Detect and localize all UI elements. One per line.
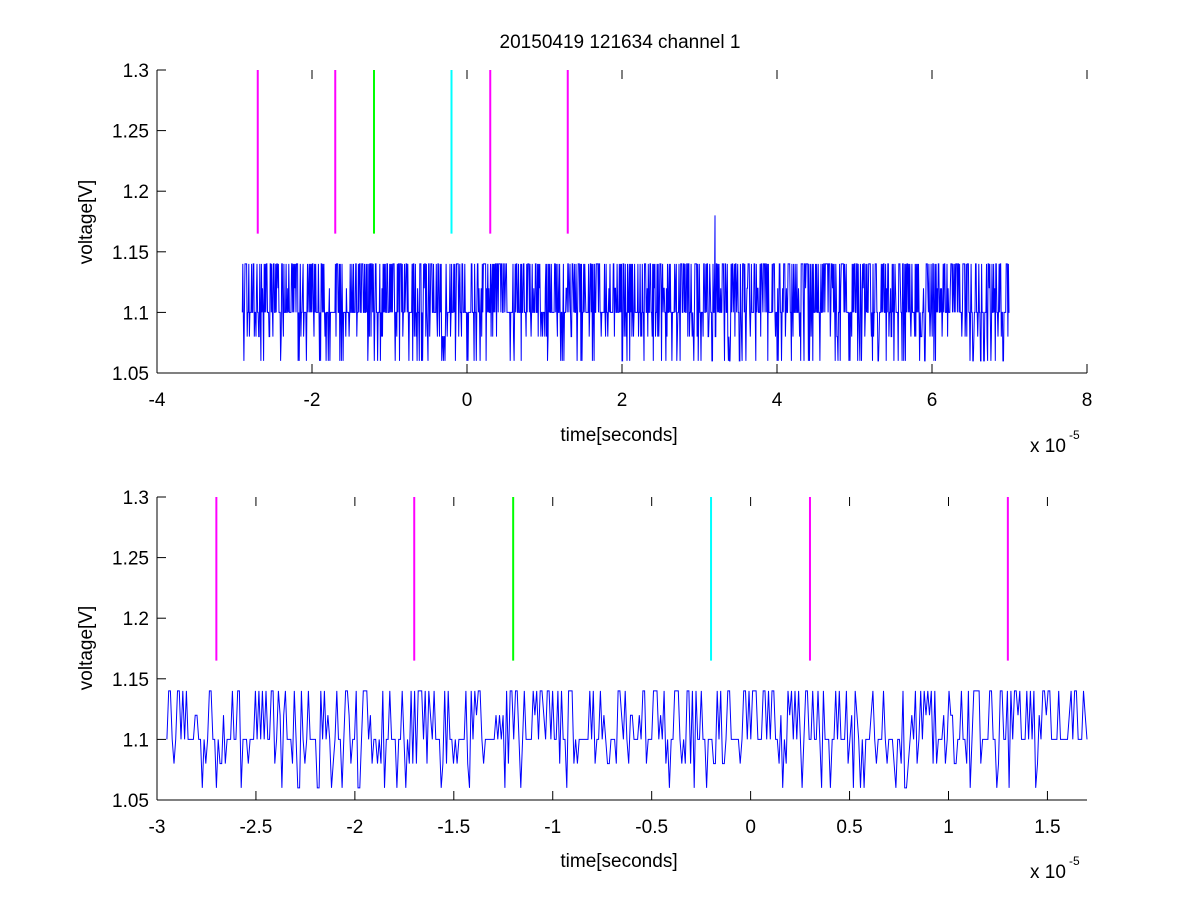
bottom-y-tick-label: 1.25: [112, 549, 149, 570]
bottom-x-tick-label: -0.5: [635, 817, 668, 838]
bottom-y-tick-label: 1.1: [123, 730, 149, 751]
bottom-y-tick-label: 1.3: [123, 488, 149, 509]
bottom-x-tick-label: -3: [149, 817, 166, 838]
bottom-y-axis-label: voltage[V]: [76, 606, 97, 691]
bottom-y-tick-label: 1.05: [112, 791, 149, 812]
top-x-tick-label: 6: [927, 390, 938, 411]
top-x-tick-label: 4: [772, 390, 783, 411]
bottom-x-multiplier-exponent: -5: [1069, 854, 1080, 868]
top-x-tick-label: -2: [304, 390, 321, 411]
top-y-tick-label: 1.15: [112, 243, 149, 264]
bottom-x-tick-label: 0.5: [836, 817, 862, 838]
top-x-tick-label: 2: [617, 390, 628, 411]
bottom-x-tick-label: -2.5: [240, 817, 273, 838]
top-x-multiplier-exponent: -5: [1069, 428, 1080, 442]
top-y-tick-label: 1.25: [112, 122, 149, 143]
top-y-axis-label: voltage[V]: [76, 180, 97, 265]
bottom-y-tick-label: 1.2: [123, 609, 149, 630]
top-x-axis-label: time[seconds]: [560, 425, 677, 446]
bottom-axes: -3 -2.5 -2 -1.5 -1 -0.5 0 0.5 1 1.5 1.05 1.1 1.15 1.…: [76, 488, 1088, 883]
bottom-x-multiplier-base: x 10: [1030, 862, 1066, 883]
top-y-tick-label: 1.05: [112, 364, 149, 385]
bottom-x-tick-label: 1.5: [1034, 817, 1060, 838]
top-y-tick-label: 1.2: [123, 182, 149, 203]
bottom-x-multiplier: x 10 -5: [1030, 854, 1080, 883]
bottom-x-tick-label: 0: [745, 817, 756, 838]
bottom-x-axis-label: time[seconds]: [560, 851, 677, 872]
bottom-x-tick-label: -1: [544, 817, 561, 838]
top-x-tick-label: 0: [462, 390, 473, 411]
bottom-x-tick-label: -1.5: [437, 817, 470, 838]
bottom-y-tick-label: 1.15: [112, 670, 149, 691]
top-y-tick-label: 1.3: [123, 61, 149, 82]
top-x-tick-label: -4: [149, 390, 166, 411]
bottom-x-tick-label: 1: [943, 817, 954, 838]
top-x-multiplier-base: x 10: [1030, 436, 1066, 457]
top-x-tick-label: 8: [1082, 390, 1093, 411]
bottom-voltage-series: [166, 690, 1088, 789]
figure-title: 20150419 121634 channel 1: [500, 32, 741, 53]
top-axes: -4 -2 0 2 4 6 8 1.05 1.1 1.15 1.2 1.25 1.3 time[sec…: [76, 61, 1092, 457]
bottom-x-tick-label: -2: [346, 817, 363, 838]
top-voltage-series: [241, 215, 1010, 362]
top-y-tick-label: 1.1: [123, 303, 149, 324]
top-x-multiplier: x 10 -5: [1030, 428, 1080, 457]
